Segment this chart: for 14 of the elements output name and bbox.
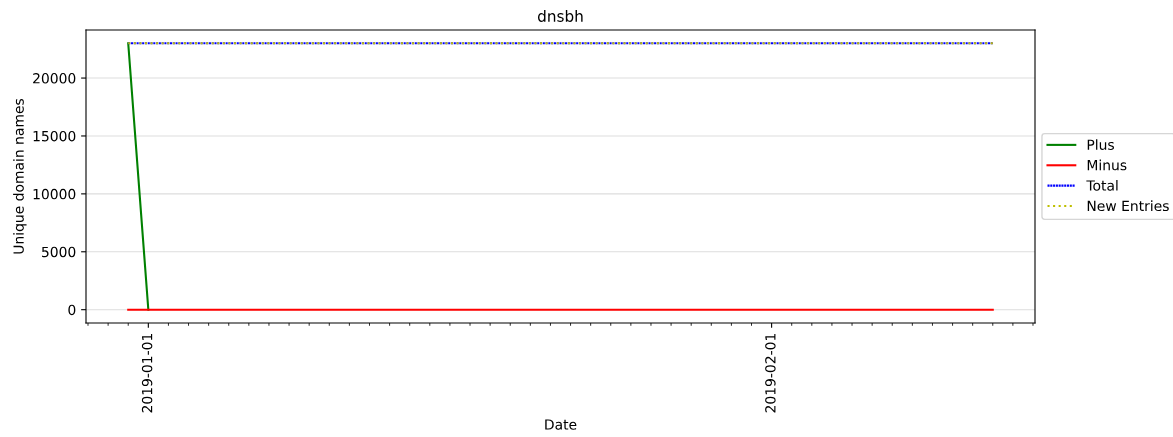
- y-axis-title: Unique domain names: [13, 98, 27, 254]
- chart-title: dnsbh: [537, 10, 583, 22]
- y-tick-label: 5000: [42, 246, 76, 258]
- x-tick-label: 2019-01-01: [141, 334, 153, 413]
- legend-label: New Entries: [1087, 200, 1169, 212]
- legend-label: Plus: [1087, 139, 1114, 150]
- legend-label: Total: [1086, 179, 1118, 191]
- y-tick-label: 20000: [33, 73, 76, 84]
- legend-label: Minus: [1087, 159, 1127, 171]
- x-axis-title: Date: [545, 419, 577, 430]
- x-tick-label: 2019-02-01: [765, 334, 776, 413]
- y-tick-label: 15000: [33, 130, 76, 142]
- y-tick-label: 0: [68, 304, 76, 316]
- y-tick-label: 10000: [33, 188, 76, 200]
